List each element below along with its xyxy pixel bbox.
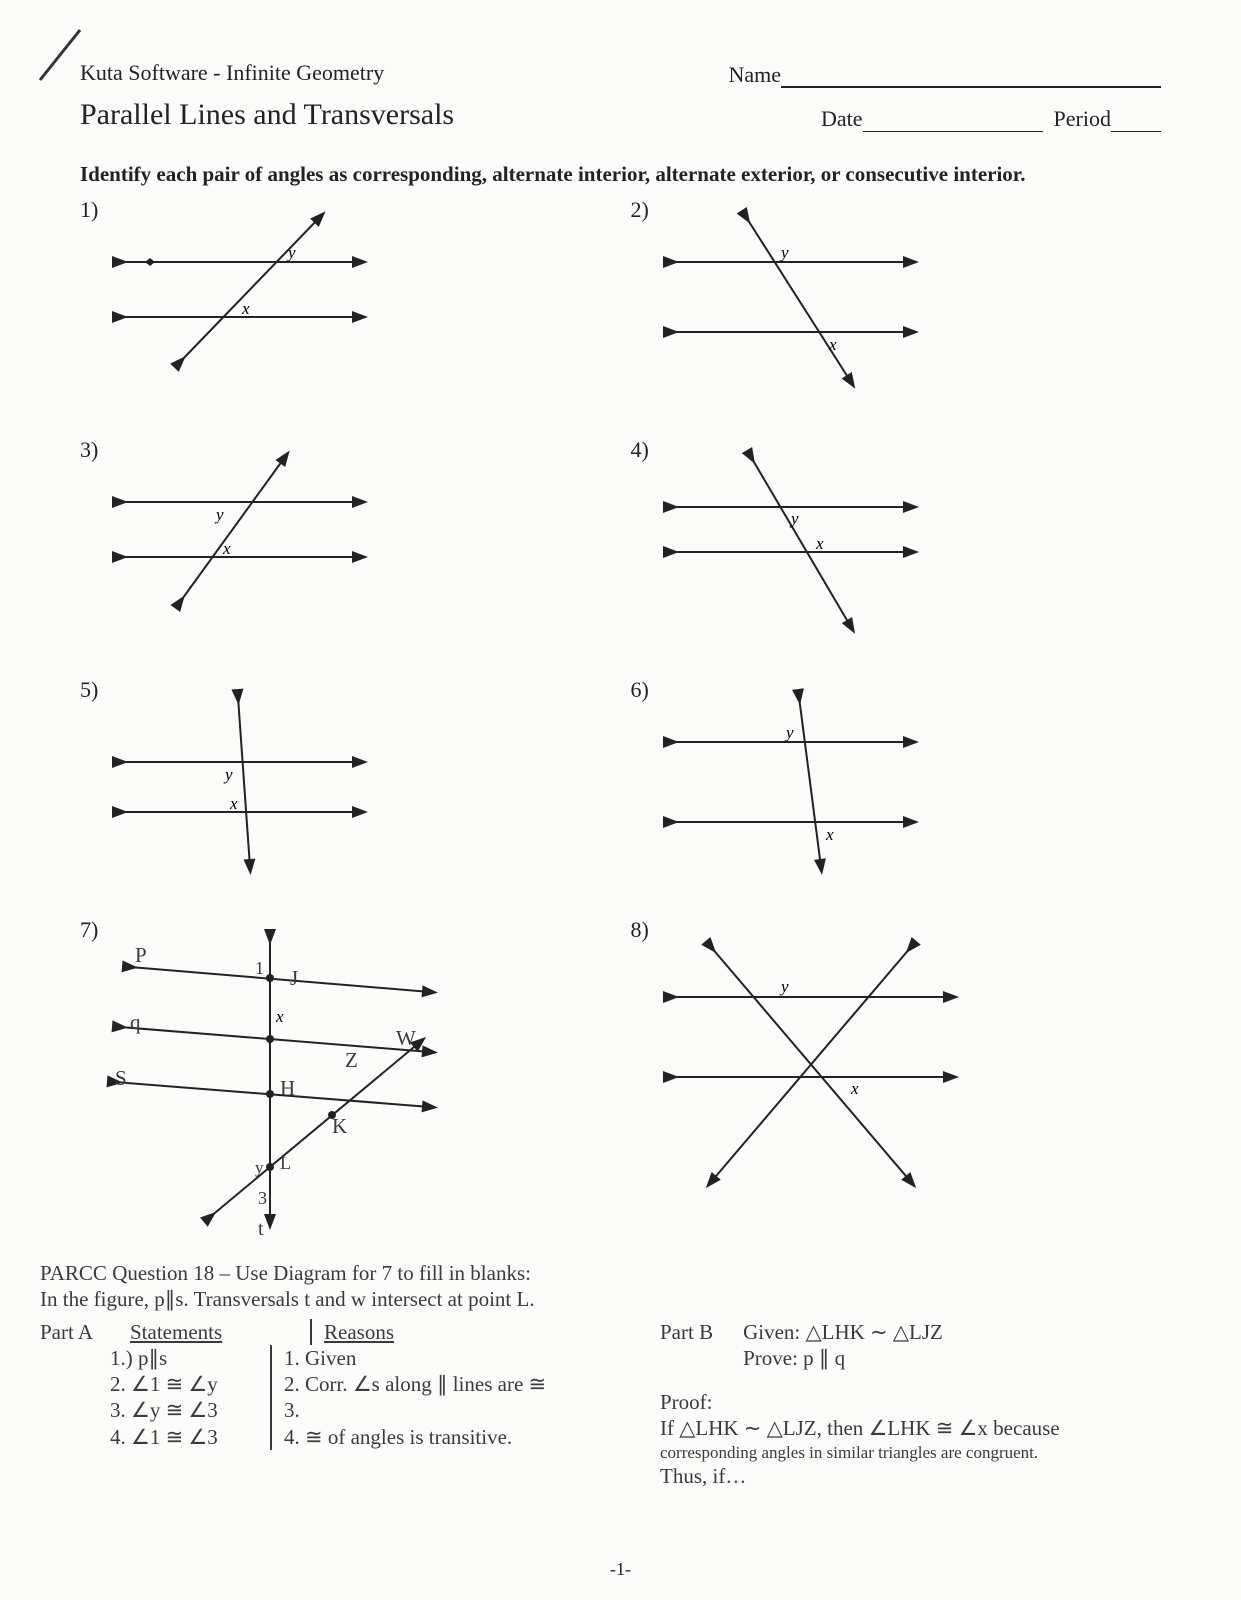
problem-number: 4): [631, 437, 649, 463]
label-y: y: [223, 765, 233, 784]
diagram-1: y x: [100, 202, 400, 382]
period-line[interactable]: [1111, 113, 1161, 132]
problem-6: 6) y x: [631, 677, 1162, 907]
corner-slash: [30, 25, 90, 85]
name-line[interactable]: [781, 66, 1161, 88]
r3: 3.: [270, 1397, 620, 1423]
diagram-3: y x: [100, 442, 400, 622]
diagram-2: y x: [651, 202, 951, 402]
label-S: S: [115, 1065, 127, 1091]
label-t: t: [258, 1217, 264, 1242]
header-row: Kuta Software - Infinite Geometry Parall…: [80, 60, 1161, 132]
label-x-print: x: [275, 1007, 284, 1026]
date-period-row: Date Period: [728, 106, 1161, 132]
problem-4: 4) y x: [631, 437, 1162, 667]
label-x: x: [828, 335, 837, 354]
label-1: 1: [255, 957, 264, 980]
diagram-6: y x: [651, 682, 951, 882]
label-Z: Z: [345, 1047, 358, 1073]
problem-5: 5) y x: [80, 677, 611, 907]
problem-number: 5): [80, 677, 98, 703]
label-x: x: [241, 299, 250, 318]
label-3: 3: [258, 1187, 267, 1210]
label-L: L: [280, 1152, 291, 1175]
handwritten-parcc: PARCC Question 18 – Use Diagram for 7 to…: [40, 1260, 1220, 1489]
page-number: -1-: [610, 1559, 631, 1580]
label-y-hand: y: [255, 1157, 264, 1178]
proof-body-3: Thus, if…: [660, 1463, 1220, 1489]
label-y: y: [784, 723, 794, 742]
problem-number: 3): [80, 437, 98, 463]
header-left: Kuta Software - Infinite Geometry Parall…: [80, 60, 454, 132]
label-x: x: [850, 1079, 859, 1098]
label-P: P: [135, 942, 147, 968]
part-b-label: Part B: [660, 1319, 713, 1372]
parcc-sub: In the figure, p∥s. Transversals t and w…: [40, 1286, 1220, 1312]
problem-8: 8) y x: [631, 917, 1162, 1197]
label-x: x: [229, 794, 238, 813]
label-y: y: [286, 243, 296, 262]
label-x: x: [815, 534, 824, 553]
problem-2: 2) y x: [631, 197, 1162, 427]
label-y: y: [214, 505, 224, 524]
reasons-head: Reasons: [310, 1319, 394, 1345]
given: Given: △LHK ∼ △LJZ: [743, 1319, 943, 1345]
name-label: Name: [728, 62, 781, 87]
label-y: y: [779, 243, 789, 262]
problem-7: 7) x P J: [80, 917, 611, 1197]
label-x: x: [825, 825, 834, 844]
problems-grid: 1) y x 2) y x 3: [80, 197, 1161, 1197]
problem-number: 2): [631, 197, 649, 223]
name-field: Name: [728, 62, 1161, 88]
r2: 2. Corr. ∠s along ∥ lines are ≅: [270, 1371, 620, 1397]
worksheet-page: Kuta Software - Infinite Geometry Parall…: [0, 0, 1241, 1600]
page-title: Parallel Lines and Transversals: [80, 98, 454, 132]
statements-head: Statements: [130, 1319, 290, 1345]
proof-body-2: corresponding angles in similar triangle…: [660, 1442, 1220, 1463]
prove: Prove: p ∥ q: [743, 1345, 943, 1371]
date-line[interactable]: [863, 113, 1043, 132]
problem-number: 8): [631, 917, 649, 943]
diagram-5: y x: [100, 682, 400, 882]
label-x: x: [222, 539, 231, 558]
label-y: y: [789, 509, 799, 528]
diagram-8: y x: [651, 922, 981, 1202]
part-a: Part A Statements Reasons 1.) p∥s1. Give…: [40, 1319, 620, 1490]
part-b: Part B Given: △LHK ∼ △LJZ Prove: p ∥ q P…: [660, 1319, 1220, 1490]
problem-number: 1): [80, 197, 98, 223]
period-label: Period: [1054, 106, 1111, 131]
s3: 3. ∠y ≅ ∠3: [110, 1397, 270, 1423]
proof-label: Proof:: [660, 1389, 1220, 1415]
problem-1: 1) y x: [80, 197, 611, 427]
label-q: q: [130, 1009, 141, 1035]
software-title: Kuta Software - Infinite Geometry: [80, 60, 454, 86]
problem-number: 6): [631, 677, 649, 703]
header-right: Name Date Period: [728, 62, 1161, 132]
r1: 1. Given: [270, 1345, 620, 1371]
problem-number: 7): [80, 917, 98, 943]
date-label: Date: [821, 106, 863, 131]
diagram-4: y x: [651, 442, 951, 642]
instruction: Identify each pair of angles as correspo…: [80, 162, 1161, 187]
label-J: J: [290, 965, 298, 991]
r4: 4. ≅ of angles is transitive.: [270, 1424, 620, 1450]
parcc-title: PARCC Question 18 – Use Diagram for 7 to…: [40, 1260, 1220, 1286]
proof-body-1: If △LHK ∼ △LJZ, then ∠LHK ≅ ∠x because: [660, 1415, 1220, 1441]
s1: 1.) p∥s: [110, 1345, 270, 1371]
s2: 2. ∠1 ≅ ∠y: [110, 1371, 270, 1397]
label-W: W: [396, 1025, 416, 1051]
part-a-label: Part A: [40, 1319, 110, 1345]
proof-table: 1.) p∥s1. Given 2. ∠1 ≅ ∠y2. Corr. ∠s al…: [40, 1345, 620, 1450]
problem-3: 3) y x: [80, 437, 611, 667]
label-y: y: [779, 977, 789, 996]
s4: 4. ∠1 ≅ ∠3: [110, 1424, 270, 1450]
label-H: H: [280, 1075, 295, 1101]
label-K: K: [332, 1113, 347, 1139]
